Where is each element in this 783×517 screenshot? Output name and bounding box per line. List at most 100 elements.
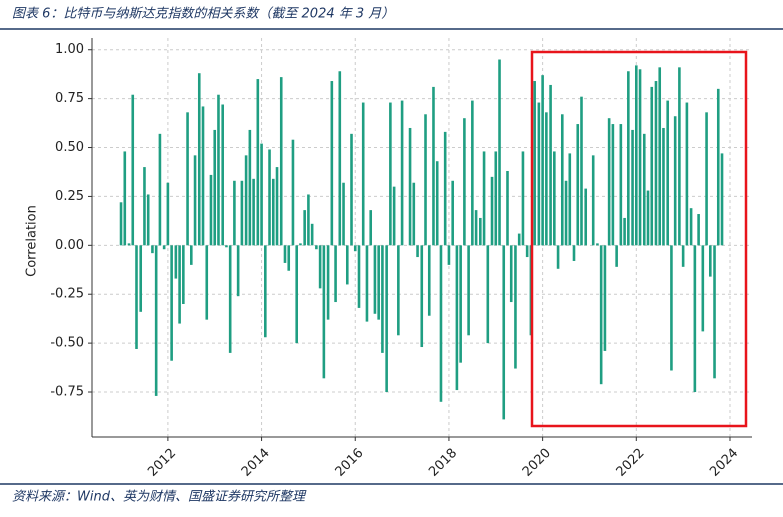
x-tick-label: 2018 xyxy=(426,446,460,480)
bar xyxy=(151,245,154,254)
bar xyxy=(357,245,361,308)
bar xyxy=(713,245,716,379)
bar xyxy=(412,182,416,246)
bar xyxy=(315,245,318,250)
bar xyxy=(611,124,615,246)
bar xyxy=(432,86,435,246)
bar xyxy=(213,129,217,246)
bar xyxy=(361,102,365,246)
bar xyxy=(439,245,443,402)
bar xyxy=(377,245,380,320)
bar xyxy=(447,245,451,265)
y-tick-label: 0.25 xyxy=(55,189,84,204)
bar xyxy=(678,67,681,246)
bar xyxy=(560,114,564,246)
bar xyxy=(303,210,306,246)
bar xyxy=(143,167,146,246)
bar xyxy=(623,217,626,246)
bar xyxy=(666,100,669,246)
bar xyxy=(268,149,271,246)
bar xyxy=(420,245,424,348)
bar xyxy=(576,124,580,246)
bar xyxy=(221,104,224,246)
bar xyxy=(326,245,330,320)
bar xyxy=(596,243,599,246)
bar xyxy=(217,94,220,246)
bar xyxy=(646,190,650,246)
y-tick-label: 0.50 xyxy=(55,140,84,155)
bar xyxy=(455,245,459,391)
bar xyxy=(603,245,607,351)
highlight-box xyxy=(530,50,748,428)
bar xyxy=(408,127,412,246)
y-tick-label: -0.75 xyxy=(50,385,84,400)
bar xyxy=(353,245,357,252)
x-tick-label: 2020 xyxy=(520,446,554,480)
bar xyxy=(486,245,490,344)
bar xyxy=(474,210,478,246)
bar xyxy=(705,112,708,246)
bar xyxy=(689,208,693,246)
bar xyxy=(658,67,662,246)
bar xyxy=(330,81,334,246)
bar xyxy=(716,88,720,246)
bar xyxy=(236,245,240,297)
bar xyxy=(490,176,494,246)
bar xyxy=(572,245,576,261)
bar xyxy=(197,73,201,246)
bar xyxy=(369,210,373,246)
bar xyxy=(392,186,396,246)
bar xyxy=(670,245,673,371)
bar xyxy=(533,81,536,246)
bar xyxy=(435,161,439,246)
bar xyxy=(287,245,291,271)
bar xyxy=(299,243,302,246)
bar xyxy=(318,245,322,289)
bar xyxy=(146,194,150,246)
bar xyxy=(240,180,244,246)
bar xyxy=(693,245,697,393)
bar xyxy=(400,100,404,246)
bar xyxy=(209,174,213,246)
bar xyxy=(350,133,353,246)
bar xyxy=(564,180,568,246)
bar xyxy=(541,75,544,246)
source-note: 资料来源：Wind、英为财情、国盛证券研究所整理 xyxy=(12,489,307,505)
x-tick-label: 2022 xyxy=(614,446,648,480)
bar xyxy=(119,202,123,246)
y-tick-label: -0.50 xyxy=(50,336,84,351)
bar xyxy=(502,245,506,420)
bar xyxy=(701,245,705,332)
bar xyxy=(342,182,345,246)
bar xyxy=(193,155,197,246)
y-tick-label: 0.00 xyxy=(55,238,84,253)
bar xyxy=(635,65,638,246)
bar xyxy=(123,151,127,246)
bar xyxy=(275,167,279,246)
bar xyxy=(427,245,431,316)
bar xyxy=(537,102,541,246)
bar xyxy=(127,243,131,246)
bar xyxy=(662,127,665,246)
bar xyxy=(291,139,295,246)
bar xyxy=(170,245,173,361)
x-tick-label: 2016 xyxy=(333,446,367,480)
bar xyxy=(498,59,501,246)
bar xyxy=(334,245,337,303)
bar xyxy=(248,129,252,246)
bar xyxy=(345,245,349,285)
bar xyxy=(260,143,263,246)
bar xyxy=(459,245,462,363)
bar xyxy=(205,245,209,320)
bar xyxy=(279,77,283,246)
bar xyxy=(310,223,314,246)
bar xyxy=(416,245,419,258)
bar xyxy=(201,106,205,246)
bar xyxy=(264,245,267,338)
bar xyxy=(517,233,521,246)
bar xyxy=(385,245,388,393)
x-tick-label: 2024 xyxy=(707,446,741,480)
bar xyxy=(607,118,611,246)
bar xyxy=(451,180,454,246)
